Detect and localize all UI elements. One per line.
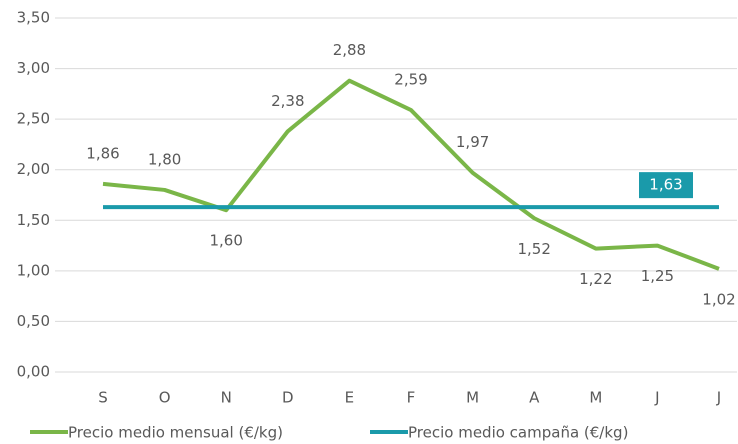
y-tick-label: 3,50 (17, 9, 50, 27)
y-tick-label: 1,50 (17, 211, 50, 229)
legend-label: Precio medio mensual (€/kg) (68, 424, 283, 442)
data-label-box (639, 172, 693, 199)
data-label: 1,63 (649, 176, 682, 194)
data-label: 1,60 (209, 232, 242, 250)
x-tick-label: M (589, 389, 602, 407)
data-label: 1,80 (148, 150, 181, 168)
x-tick-label: S (98, 389, 108, 407)
x-tick-label: J (716, 389, 721, 407)
y-tick-label: 2,00 (17, 160, 50, 178)
data-label: 2,88 (333, 41, 366, 59)
x-tick-label: N (221, 389, 232, 407)
y-tick-label: 0,50 (17, 312, 50, 330)
y-tick-label: 3,00 (17, 59, 50, 77)
data-label: 1,22 (579, 270, 612, 288)
y-tick-label: 2,50 (17, 110, 50, 128)
legend-label: Precio medio campaña (€/kg) (408, 424, 628, 442)
data-label: 2,59 (394, 71, 427, 89)
x-tick-label: O (159, 389, 171, 407)
data-label: 1,02 (702, 290, 735, 308)
data-label: 2,38 (271, 92, 304, 110)
data-label: 1,25 (641, 267, 674, 285)
data-label: 1,52 (517, 240, 550, 258)
x-tick-label: F (407, 389, 416, 407)
data-label: 1,86 (86, 144, 119, 162)
data-label: 1,97 (456, 133, 489, 151)
x-tick-label: D (282, 389, 294, 407)
x-tick-label: M (466, 389, 479, 407)
x-tick-label: A (529, 389, 540, 407)
x-tick-label: E (345, 389, 354, 407)
series-line (102, 78, 720, 271)
y-tick-label: 0,00 (17, 363, 50, 381)
y-tick-label: 1,00 (17, 261, 50, 279)
x-tick-label: J (654, 389, 659, 407)
